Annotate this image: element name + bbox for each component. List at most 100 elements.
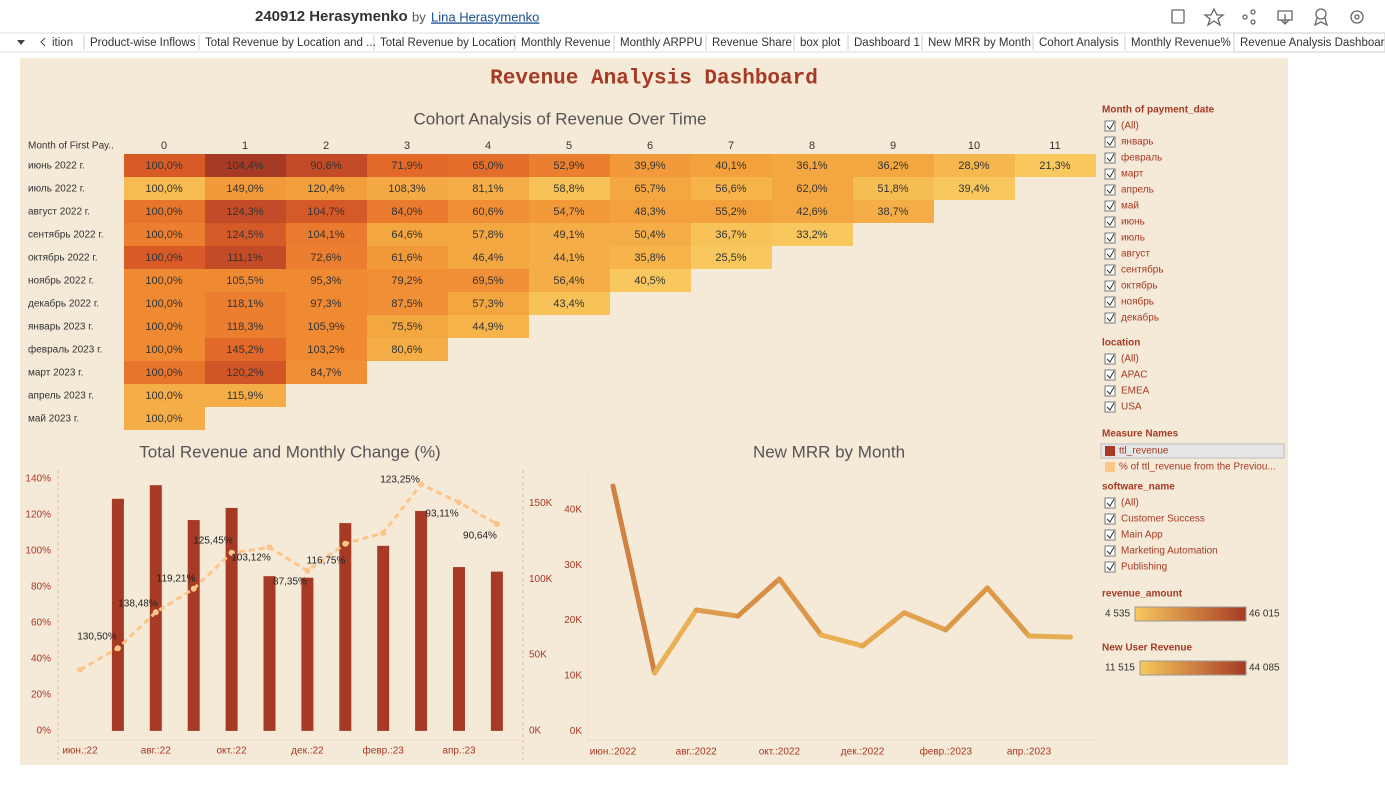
checkbox[interactable]: [1104, 401, 1116, 413]
check[interactable]: [1106, 546, 1115, 555]
tab-scroll-icon[interactable]: [40, 37, 46, 47]
tab[interactable]: Total Revenue by Location: [380, 37, 516, 49]
checkbox[interactable]: [1104, 136, 1116, 148]
filter-item[interactable]: июнь: [1121, 217, 1145, 228]
download-icon[interactable]: [1277, 10, 1293, 25]
filter-item[interactable]: Marketing Automation: [1121, 546, 1218, 557]
checkbox[interactable]: [1104, 369, 1116, 381]
filter-item[interactable]: (All): [1121, 498, 1139, 509]
tab[interactable]: Monthly ARPPU: [620, 37, 702, 49]
filter-item[interactable]: май: [1121, 201, 1139, 212]
check[interactable]: [1106, 185, 1115, 194]
filter-item[interactable]: февраль: [1121, 152, 1162, 164]
check[interactable]: [1106, 562, 1115, 571]
filter-item[interactable]: март: [1121, 169, 1144, 180]
filter-item[interactable]: июль: [1121, 233, 1145, 244]
checkbox[interactable]: [1104, 264, 1116, 276]
tab[interactable]: Cohort Analysis: [1039, 37, 1119, 49]
filter-item[interactable]: апрель: [1121, 185, 1154, 196]
check[interactable]: [1106, 402, 1115, 411]
check[interactable]: [1106, 121, 1115, 130]
checkbox[interactable]: [1104, 280, 1116, 292]
check[interactable]: [1106, 386, 1115, 395]
check[interactable]: [1106, 297, 1115, 306]
legend-label[interactable]: ttl_revenue: [1119, 446, 1169, 457]
check[interactable]: [1106, 153, 1115, 162]
check[interactable]: [1106, 169, 1115, 178]
tab[interactable]: Monthly Revenue%: [1131, 37, 1231, 49]
check[interactable]: [1106, 233, 1115, 242]
check[interactable]: [1106, 354, 1115, 363]
legend-highlight[interactable]: [1100, 443, 1285, 459]
tab[interactable]: Dashboard 1: [854, 37, 920, 49]
check[interactable]: [1106, 498, 1115, 507]
filter-item[interactable]: сентябрь: [1121, 264, 1164, 276]
check[interactable]: [1106, 370, 1115, 379]
tab[interactable]: Revenue Share: [712, 37, 792, 49]
favorite-icon[interactable]: [1203, 7, 1225, 27]
filter-item[interactable]: APAC: [1121, 370, 1148, 381]
filter-item[interactable]: декабрь: [1121, 312, 1159, 324]
checkbox[interactable]: [1104, 152, 1116, 164]
checkbox[interactable]: [1104, 561, 1116, 573]
checkbox[interactable]: [1104, 497, 1116, 509]
checkbox[interactable]: [1104, 248, 1116, 260]
filter-item[interactable]: EMEA: [1121, 386, 1150, 397]
cohort-cell: [772, 200, 853, 223]
checkbox[interactable]: [1104, 200, 1116, 212]
filter-item[interactable]: октябрь: [1121, 280, 1158, 292]
filter-item[interactable]: (All): [1121, 121, 1139, 132]
filter-item[interactable]: январь: [1121, 137, 1153, 148]
check[interactable]: [1106, 530, 1115, 539]
checkbox[interactable]: [1104, 513, 1116, 525]
filter-item[interactable]: август: [1121, 249, 1150, 260]
checkbox[interactable]: [1104, 385, 1116, 397]
share-icon[interactable]: [1242, 14, 1248, 20]
check[interactable]: [1106, 514, 1115, 523]
check[interactable]: [1106, 313, 1115, 322]
author-link[interactable]: Lina Herasymenko: [431, 9, 539, 24]
checkbox[interactable]: [1104, 353, 1116, 365]
filter-item[interactable]: Main App: [1121, 530, 1163, 541]
tab-menu-icon[interactable]: [17, 40, 25, 45]
tab[interactable]: Monthly Revenue: [521, 37, 611, 49]
checkbox[interactable]: [1104, 184, 1116, 196]
tab[interactable]: ition: [52, 37, 73, 49]
checkbox[interactable]: [1104, 529, 1116, 541]
filter-item[interactable]: ноябрь: [1121, 296, 1154, 308]
cohort-cell: [367, 200, 448, 223]
tab[interactable]: Total Revenue by Location and ...: [205, 37, 376, 49]
checkbox[interactable]: [1104, 168, 1116, 180]
tab[interactable]: New MRR by Month: [928, 37, 1031, 49]
check[interactable]: [1106, 201, 1115, 210]
cohort-cell: [205, 223, 286, 246]
cohort-value: 100,0%: [145, 321, 183, 333]
tab[interactable]: Product-wise Inflows: [90, 37, 196, 49]
settings-icon[interactable]: [1350, 10, 1364, 24]
tab[interactable]: Revenue Analysis Dashboard: [1240, 37, 1385, 49]
badge-icon[interactable]: [1315, 8, 1327, 20]
legend-swatch[interactable]: [1105, 462, 1115, 472]
cohort-cell: [205, 269, 286, 292]
checkbox[interactable]: [1104, 545, 1116, 557]
active-tab[interactable]: [1233, 32, 1385, 53]
checkbox[interactable]: [1104, 216, 1116, 228]
check[interactable]: [1106, 249, 1115, 258]
check[interactable]: [1106, 281, 1115, 290]
checkbox[interactable]: [1104, 120, 1116, 132]
check[interactable]: [1106, 265, 1115, 274]
filter-item[interactable]: Publishing: [1121, 562, 1167, 573]
checkbox[interactable]: [1104, 296, 1116, 308]
edit-icon[interactable]: [1171, 9, 1185, 24]
check[interactable]: [1106, 137, 1115, 146]
cohort-value: 51,8%: [877, 183, 908, 195]
checkbox[interactable]: [1104, 312, 1116, 324]
filter-item[interactable]: Customer Success: [1121, 514, 1205, 525]
legend-label[interactable]: % of ttl_revenue from the Previou...: [1119, 462, 1276, 473]
checkbox[interactable]: [1104, 232, 1116, 244]
check[interactable]: [1106, 217, 1115, 226]
tab[interactable]: box plot: [800, 37, 841, 49]
filter-item[interactable]: USA: [1121, 402, 1142, 413]
filter-item[interactable]: (All): [1121, 354, 1139, 365]
legend-swatch[interactable]: [1105, 446, 1115, 456]
